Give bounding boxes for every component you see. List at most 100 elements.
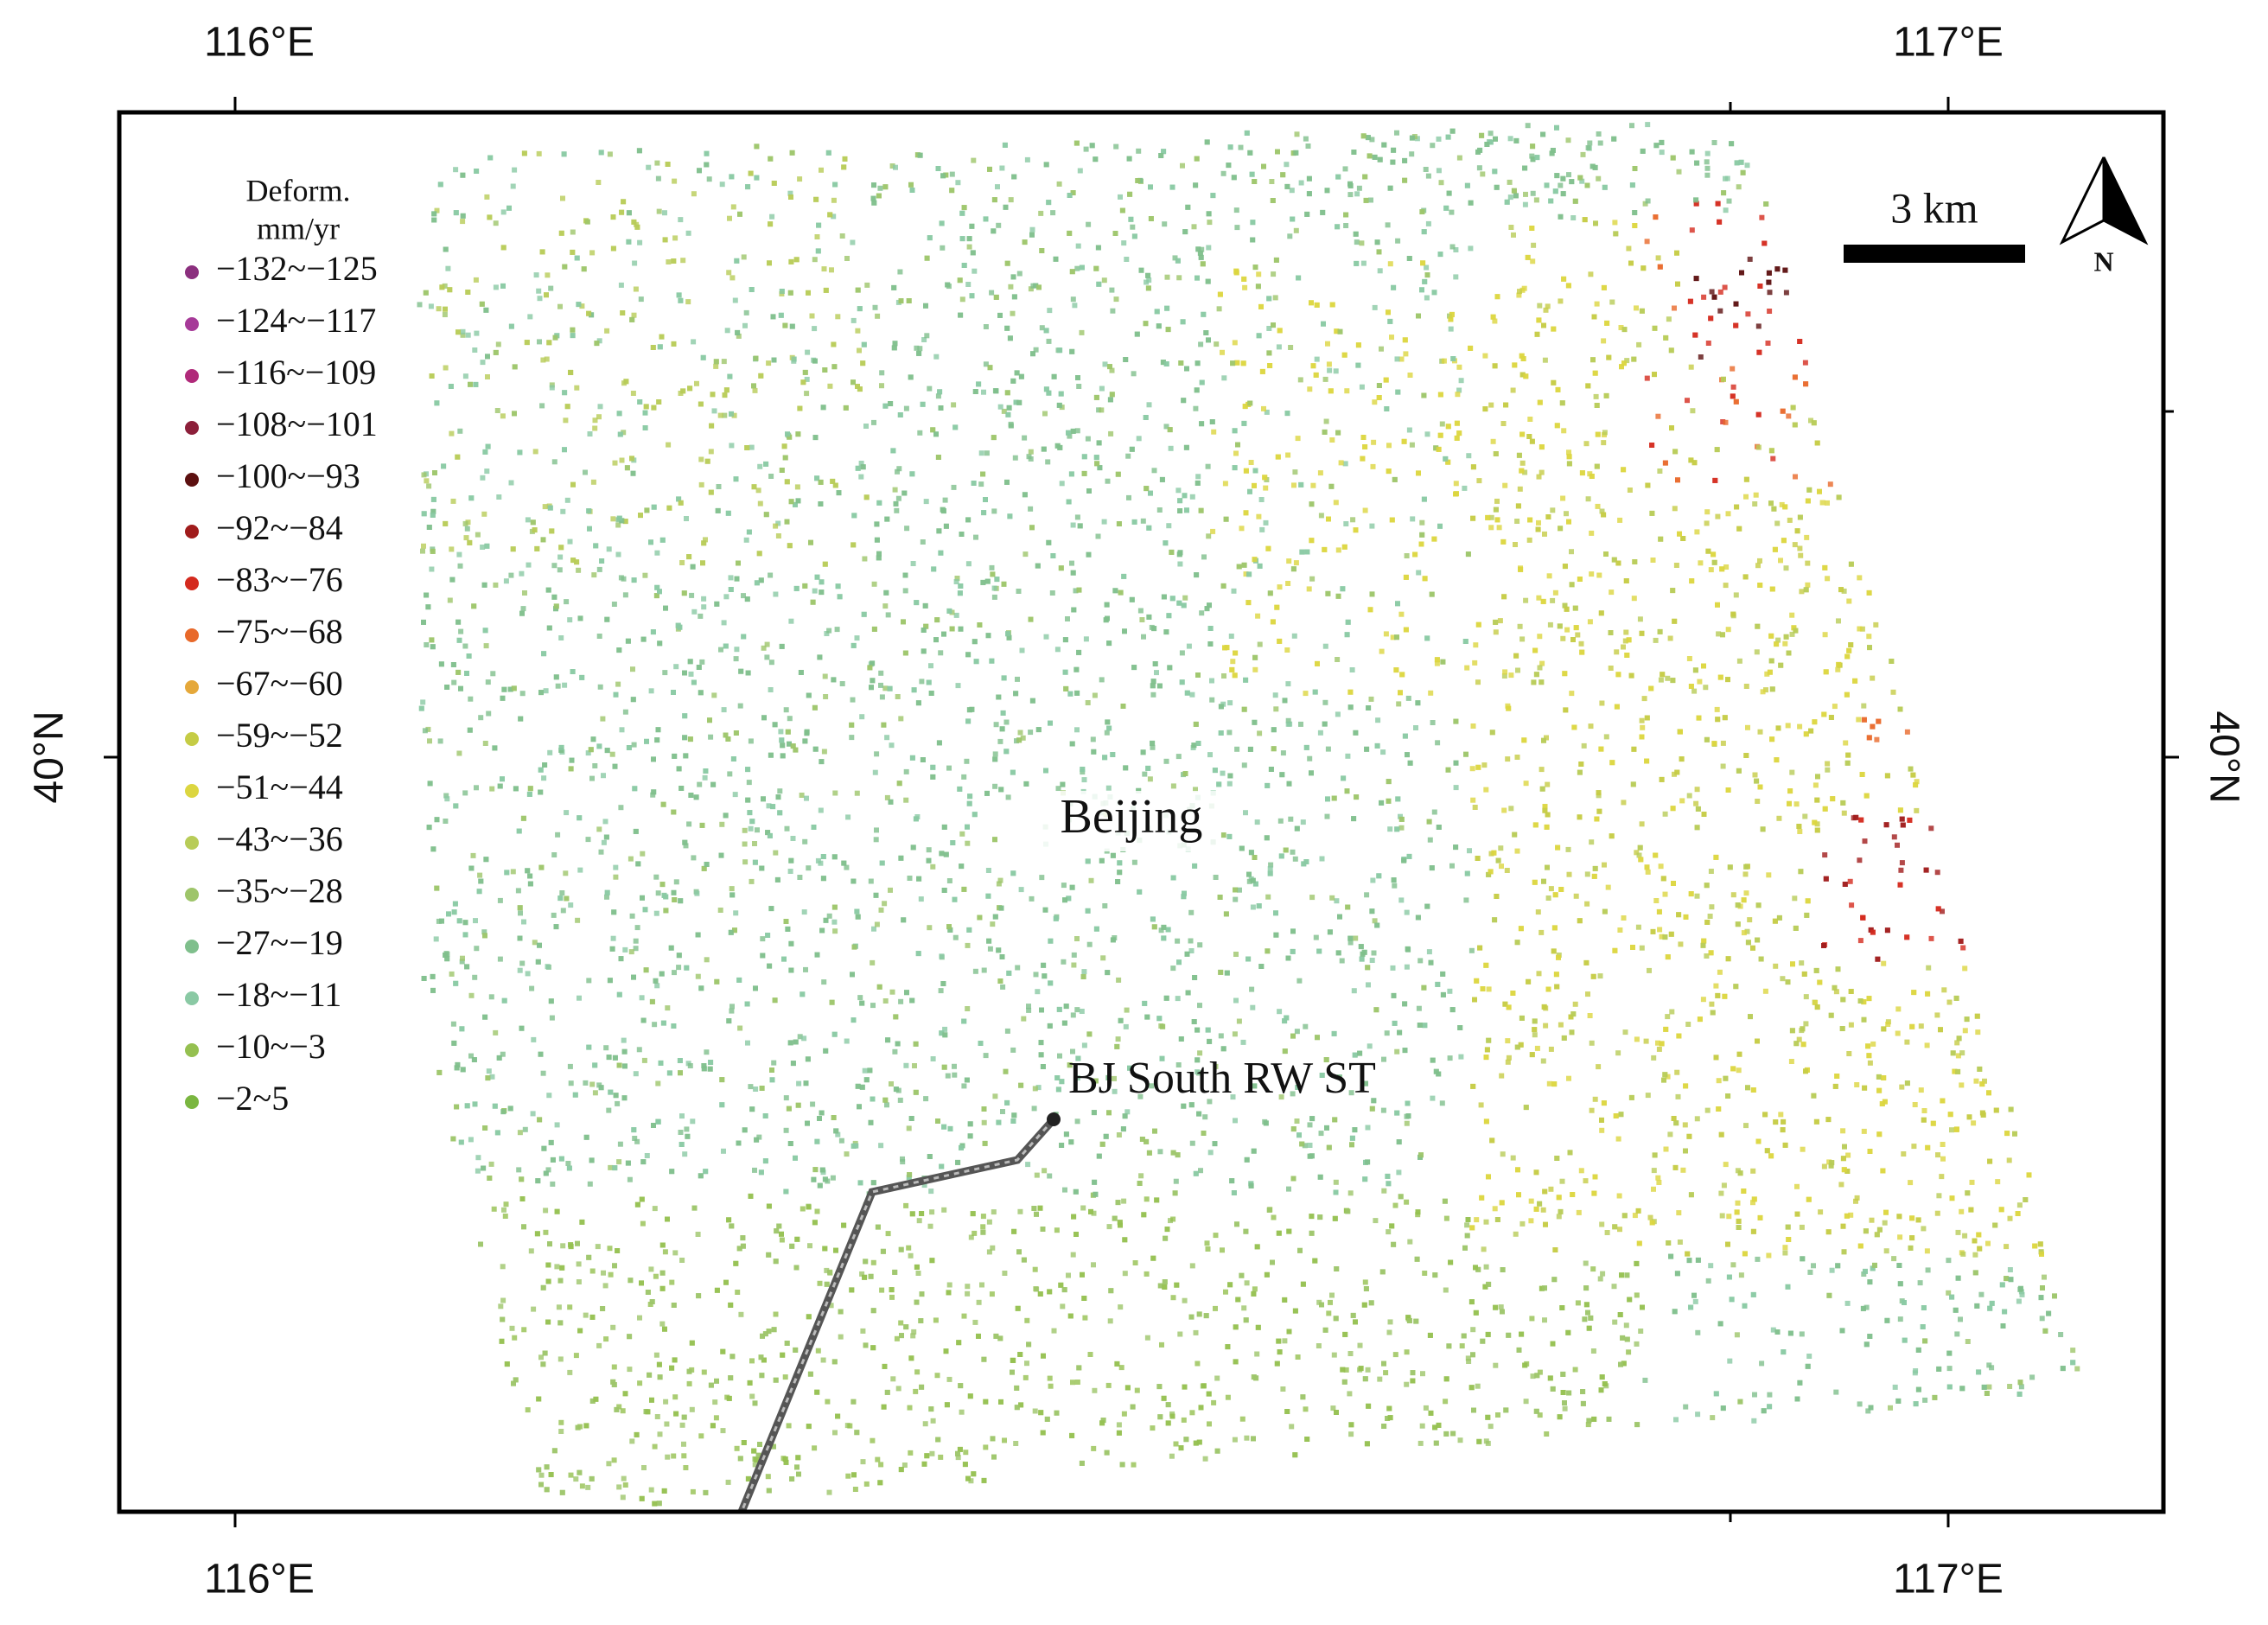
point <box>621 430 627 436</box>
point <box>1789 769 1795 775</box>
point <box>1307 755 1313 762</box>
point <box>1139 617 1145 622</box>
point <box>1449 863 1455 869</box>
point <box>1024 156 1030 162</box>
point <box>1897 1316 1903 1322</box>
point <box>538 1354 544 1361</box>
point <box>1286 1186 1291 1192</box>
point <box>2004 1244 2010 1250</box>
point <box>741 593 746 599</box>
point <box>1533 197 1539 203</box>
point <box>1295 436 1301 442</box>
point <box>857 995 863 1001</box>
point <box>824 1281 830 1287</box>
point <box>1319 856 1325 862</box>
point <box>1470 797 1476 803</box>
point <box>1857 626 1863 632</box>
point <box>654 1414 660 1419</box>
point <box>1146 402 1152 408</box>
point <box>686 1380 692 1386</box>
point <box>1466 1359 1472 1364</box>
point <box>897 412 903 417</box>
point <box>1170 1295 1176 1301</box>
point <box>502 1214 508 1219</box>
point <box>1424 295 1430 301</box>
point <box>1898 867 1904 873</box>
point <box>714 978 720 985</box>
point <box>1239 1416 1245 1422</box>
point <box>1137 608 1144 614</box>
point <box>620 1494 626 1501</box>
point <box>1121 1198 1127 1204</box>
point <box>733 910 739 916</box>
point <box>1034 1286 1040 1292</box>
point <box>1061 959 1067 965</box>
point <box>1710 1415 1716 1421</box>
point <box>626 745 632 750</box>
point <box>1265 948 1271 954</box>
point <box>1351 988 1357 994</box>
point <box>656 208 662 214</box>
point <box>1099 677 1105 683</box>
point <box>1615 1136 1621 1142</box>
point <box>1572 1001 1578 1007</box>
point <box>768 572 774 578</box>
point <box>1189 494 1195 500</box>
point <box>1325 746 1331 752</box>
point <box>558 1429 564 1434</box>
point <box>1848 1022 1854 1028</box>
point <box>1293 560 1299 566</box>
point <box>1015 965 1021 971</box>
point <box>1079 329 1085 335</box>
point <box>1486 1174 1491 1180</box>
point <box>679 1113 685 1119</box>
point <box>613 874 619 880</box>
point <box>1095 533 1101 539</box>
point <box>1986 1384 1992 1390</box>
point <box>1176 275 1182 281</box>
point <box>1248 460 1254 465</box>
point <box>1627 488 1633 493</box>
point <box>1086 221 1092 227</box>
point <box>475 532 481 538</box>
point <box>566 1165 572 1171</box>
point <box>1060 1303 1066 1310</box>
point <box>1175 1062 1182 1067</box>
point <box>481 511 487 517</box>
point <box>449 430 455 437</box>
point <box>1423 1405 1429 1411</box>
point <box>1199 610 1205 616</box>
point <box>1051 1328 1057 1334</box>
point <box>1866 634 1872 640</box>
point <box>1250 904 1256 910</box>
point <box>493 582 499 588</box>
point <box>1392 1352 1398 1358</box>
point <box>1585 991 1590 997</box>
point <box>1402 177 1408 183</box>
point <box>996 222 1002 228</box>
point <box>1532 1032 1538 1038</box>
point <box>837 594 843 600</box>
point <box>1478 1102 1484 1108</box>
point <box>995 184 1000 190</box>
point <box>1255 613 1261 619</box>
point <box>1895 1030 1901 1036</box>
point <box>1587 1013 1593 1018</box>
point <box>1419 1423 1425 1429</box>
point <box>1256 513 1262 519</box>
point <box>1121 1411 1127 1417</box>
point <box>1730 892 1736 898</box>
point <box>612 1055 618 1061</box>
point <box>1163 758 1169 764</box>
point <box>1468 947 1475 953</box>
point <box>1175 938 1181 944</box>
point <box>914 345 920 351</box>
point <box>1587 140 1593 146</box>
point <box>681 1414 687 1420</box>
point <box>1672 771 1677 777</box>
point <box>1425 173 1431 179</box>
point <box>1072 303 1078 309</box>
point <box>1026 1004 1031 1010</box>
point <box>618 575 624 581</box>
point <box>1698 560 1704 566</box>
